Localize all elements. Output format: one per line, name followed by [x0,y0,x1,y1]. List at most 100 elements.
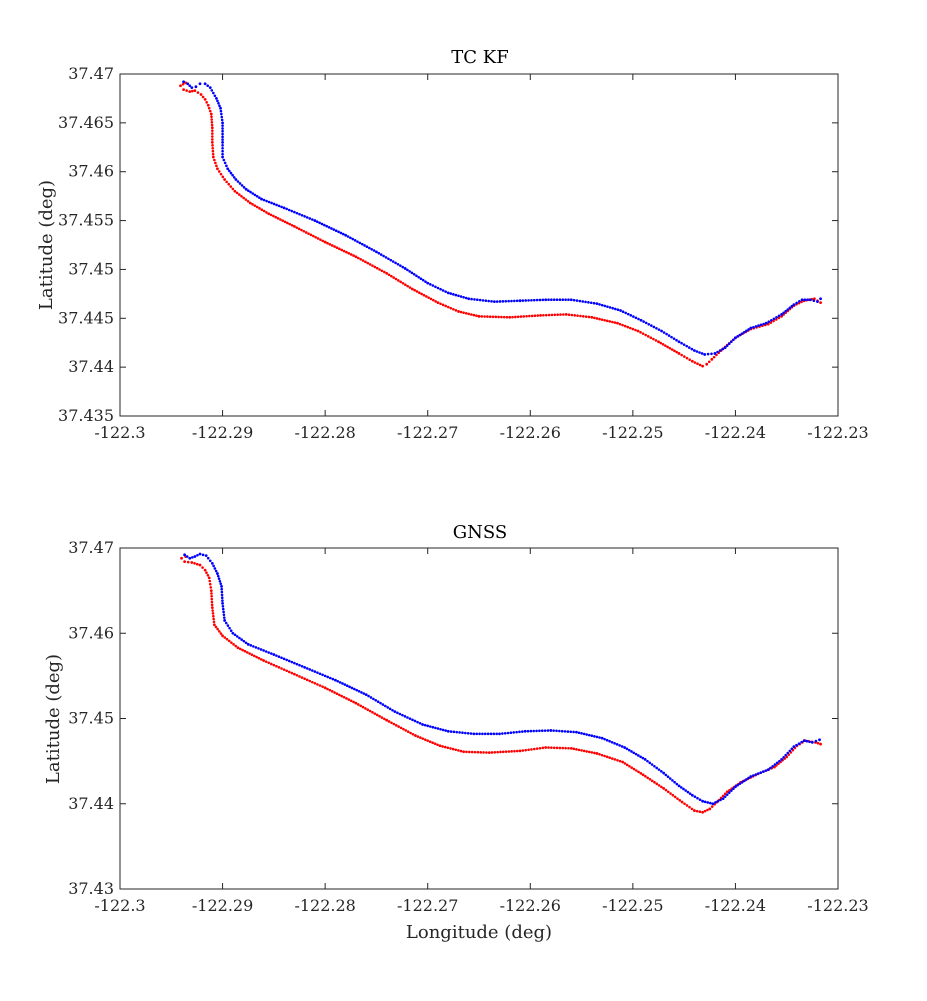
tc-kf-data-point [222,158,226,162]
gnss-data-point [180,556,183,560]
gnss-data-point [231,631,235,635]
tc-kf-data-point [498,300,502,303]
tc-kf-data-point [194,85,198,89]
gnss-data-point [603,737,606,741]
tc-kf-data-point [220,118,224,122]
gnss-data-point [383,717,386,721]
gnss-data-point [587,750,591,754]
gnss-data-point [555,746,559,750]
tc-kf-data-point [774,318,778,321]
gnss-data-point [706,801,710,804]
tc-kf-data-point [642,320,645,323]
gnss-data-point [684,789,687,792]
gnss-data-point [518,749,522,753]
tc-kf-data-point [352,254,355,257]
tc-kf-x-tick-label: -122.24 [705,423,766,442]
gnss-data-point [208,559,212,563]
tc-kf-data-point [276,217,280,220]
tc-kf-data-point [690,359,694,363]
tc-kf-data-point [590,315,594,319]
tc-kf-data-point [415,274,418,278]
tc-kf-data-point [558,298,562,302]
tc-kf-data-point [742,330,746,334]
gnss-data-point [313,681,317,685]
gnss-data-point [795,743,798,747]
tc-kf-data-point [647,322,651,326]
tc-kf-data-point [213,94,217,98]
tc-kf-data-point [368,246,371,250]
gnss-data-point [816,741,820,745]
gnss-data-point [421,737,425,740]
gnss-data-point [235,635,239,638]
gnss-data-point [538,729,541,733]
gnss-data-point [259,648,263,651]
tc-kf-data-point [211,132,214,135]
gnss-data-point [706,808,709,812]
gnss-data-point [778,759,781,763]
gnss-data-point [605,738,609,742]
tc-kf-data-point [732,338,735,342]
gnss-x-tick-label: -122.28 [294,896,355,915]
gnss-data-point [569,746,573,750]
tc-kf-data-point [349,236,352,240]
gnss-data-point [465,750,468,754]
gnss-data-point [558,729,561,733]
tc-kf-data-point [211,146,215,150]
gnss-data-point [473,750,477,754]
tc-kf-data-point [300,228,303,232]
tc-kf-data-point [221,141,224,144]
gnss-data-point [598,753,601,756]
gnss-data-point [664,773,668,777]
gnss-data-point [191,556,194,559]
gnss-data-point [620,745,624,748]
tc-kf-data-point [613,321,617,324]
gnss-data-point [727,791,731,794]
gnss-data-point [621,760,624,764]
gnss-data-point [567,746,570,750]
gnss-data-point [264,660,268,663]
gnss-data-point [353,687,356,691]
gnss-data-point [487,751,491,754]
tc-kf-data-point [365,245,369,249]
tc-kf-data-point [567,313,571,317]
tc-kf-data-point [211,135,214,138]
tc-kf-data-point [740,332,744,335]
tc-kf-data-point [191,89,194,93]
tc-kf-data-point [530,298,533,302]
tc-kf-data-point [244,187,248,191]
tc-kf-data-point [203,98,207,101]
tc-kf-data-point [667,334,671,337]
tc-kf-data-point [654,339,658,342]
tc-kf-data-point [478,298,482,302]
gnss-data-point [423,723,427,727]
gnss-data-point [625,747,629,751]
gnss-data-point [210,561,214,565]
gnss-data-point [808,740,811,744]
tc-kf-data-point [775,316,778,319]
gnss-data-point [244,641,248,645]
tc-kf-data-point [621,310,625,313]
tc-kf-data-point [441,303,445,307]
tc-kf-data-point [646,335,650,338]
tc-kf-data-point [518,299,522,303]
tc-kf-data-point [217,170,221,173]
tc-kf-data-point [644,333,647,337]
gnss-data-point [660,785,663,789]
gnss-data-point [462,750,466,754]
tc-kf-data-point [181,82,185,86]
gnss-data-point [650,763,654,766]
gnss-data-point [771,764,774,768]
tc-kf-data-point [559,313,562,316]
tc-kf-data-point [777,316,781,320]
gnss-data-point [698,810,702,814]
gnss-data-point [666,775,670,779]
tc-kf-data-point [337,230,340,234]
tc-kf-data-point [320,222,324,226]
tc-kf-data-point [347,252,351,255]
tc-kf-data-point [672,337,676,340]
gnss-data-point [316,683,319,686]
gnss-data-point [618,759,622,763]
tc-kf-data-point [249,190,252,194]
tc-kf-series-blue [182,80,822,356]
tc-kf-data-point [280,205,283,209]
